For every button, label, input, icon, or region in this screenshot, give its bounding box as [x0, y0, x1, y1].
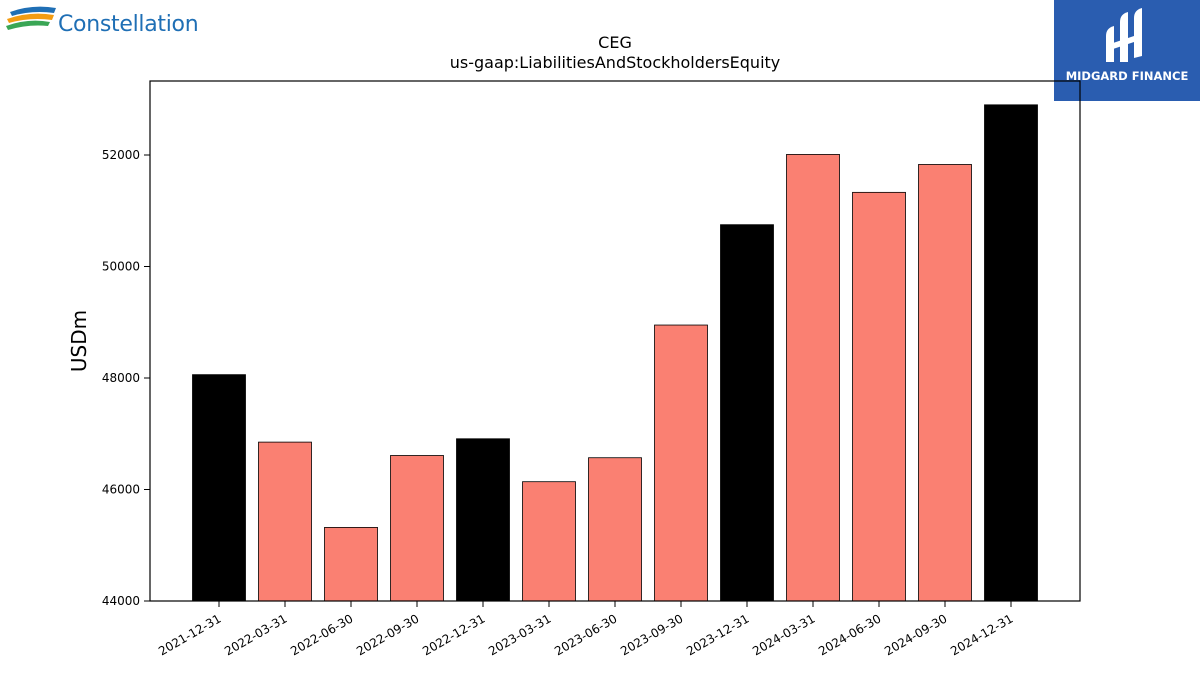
y-tick-label: 46000 — [102, 483, 140, 497]
bar-2023-03-31 — [522, 481, 576, 602]
constellation-swoosh-icon — [6, 6, 56, 30]
bar-2022-09-30 — [390, 455, 444, 602]
bar-2024-06-30 — [852, 191, 906, 602]
bar-2022-12-31 — [456, 438, 510, 602]
midgard-emblem-icon — [1106, 8, 1142, 62]
bars-group — [192, 104, 1038, 602]
x-tick-label: 2022-12-31 — [420, 611, 487, 658]
constellation-logo: Constellation — [0, 0, 220, 50]
bar-2021-12-31 — [192, 374, 246, 602]
x-tick-label: 2023-03-31 — [486, 611, 553, 658]
y-axis-ticks: 44000 46000 48000 50000 52000 — [102, 148, 150, 608]
x-tick-label: 2022-09-30 — [354, 611, 421, 658]
constellation-brand-text: Constellation — [58, 12, 199, 37]
midgard-finance-logo: MIDGARD FINANCE — [1054, 0, 1200, 101]
y-tick-label: 50000 — [102, 260, 140, 274]
x-tick-label: 2023-09-30 — [618, 611, 685, 658]
x-tick-label: 2024-09-30 — [882, 611, 949, 658]
bar-2022-06-30 — [324, 527, 378, 602]
bar-2022-03-31 — [258, 441, 312, 602]
chart-title: CEG — [598, 33, 632, 52]
chart-subtitle: us-gaap:LiabilitiesAndStockholdersEquity — [449, 53, 781, 72]
x-tick-label: 2022-03-31 — [222, 611, 289, 658]
x-tick-label: 2024-12-31 — [948, 611, 1015, 658]
bar-2024-12-31 — [984, 104, 1038, 602]
x-tick-label: 2022-06-30 — [288, 611, 355, 658]
x-axis-ticks: 2021-12-312022-03-312022-06-302022-09-30… — [156, 601, 1016, 658]
x-tick-label: 2024-06-30 — [816, 611, 883, 658]
y-axis-label: USDm — [67, 310, 91, 372]
y-tick-label: 48000 — [102, 371, 140, 385]
x-tick-label: 2021-12-31 — [156, 611, 223, 658]
bar-2023-09-30 — [654, 324, 708, 602]
x-tick-label: 2023-12-31 — [684, 611, 751, 658]
x-tick-label: 2024-03-31 — [750, 611, 817, 658]
y-tick-label: 52000 — [102, 148, 140, 162]
y-tick-label: 44000 — [102, 594, 140, 608]
midgard-brand-text: MIDGARD FINANCE — [1065, 69, 1189, 83]
bar-2023-06-30 — [588, 457, 642, 602]
x-tick-label: 2023-06-30 — [552, 611, 619, 658]
bar-2024-03-31 — [786, 154, 840, 602]
bar-2024-09-30 — [918, 164, 972, 602]
bar-2023-12-31 — [720, 224, 774, 602]
